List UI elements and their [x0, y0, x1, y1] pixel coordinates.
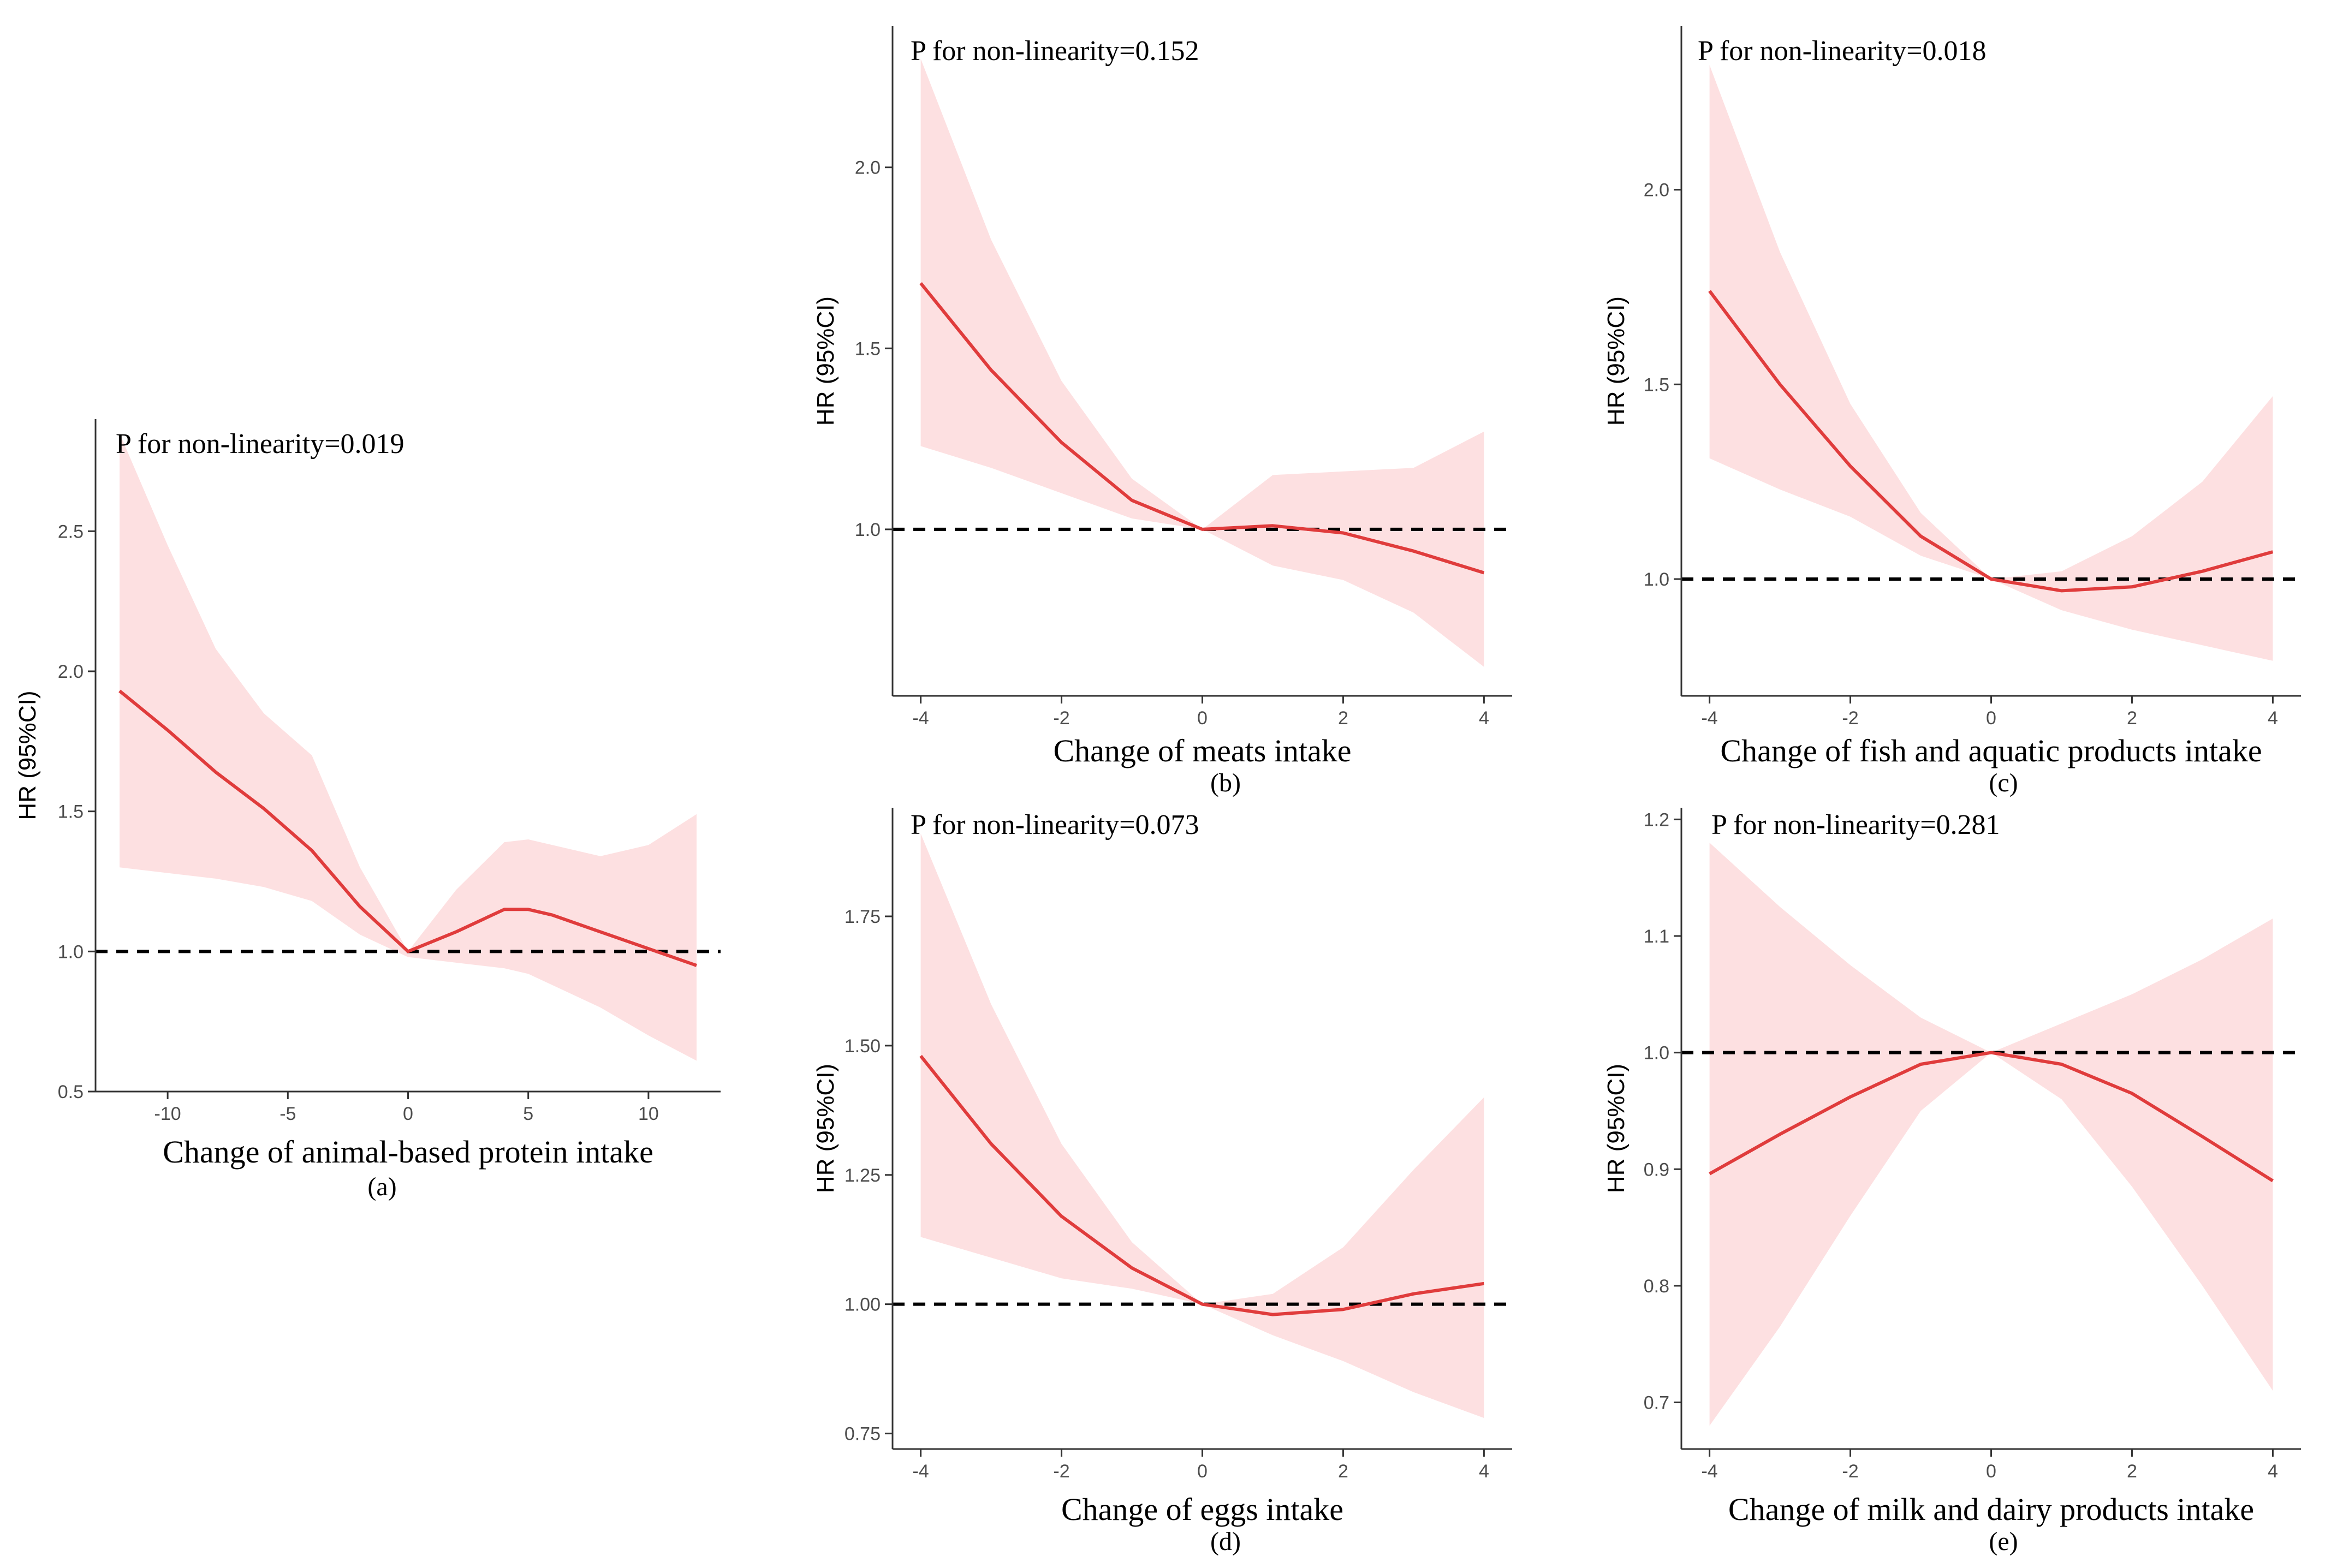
y-tick-label: 2.0	[58, 661, 84, 682]
y-tick-label: 0.5	[58, 1082, 84, 1102]
x-axis-title: Change of milk and dairy products intake	[1728, 1492, 2254, 1527]
y-tick-label: 1.0	[1644, 1043, 1669, 1064]
y-axis-title: HR (95%CI)	[1603, 296, 1630, 426]
x-tick-label: 5	[523, 1104, 533, 1124]
ci-band	[1709, 65, 2273, 661]
x-tick-label: -2	[1842, 708, 1858, 729]
x-axis-title: Change of animal-based protein intake	[163, 1134, 653, 1170]
y-axis-title: HR (95%CI)	[1603, 1064, 1630, 1193]
y-tick-label: 1.5	[1644, 374, 1669, 395]
y-tick-label: 1.00	[845, 1295, 881, 1315]
hr-curve	[919, 282, 1485, 575]
panel-d: -4 -2 0 2 4 0.75 1.00 1.25 1.50 1.75 HR (95%CI) P f…	[812, 808, 1512, 1556]
y-tick-label: 0.75	[845, 1424, 881, 1445]
x-tick-label: -4	[1701, 708, 1717, 729]
x-tick-label: 4	[1479, 1461, 1489, 1482]
panel-a: -10 -5 0 5 10 0.5 1.0 1.5 2.0 2.5 HR (95%CI) P for …	[14, 419, 721, 1201]
y-tick-label: 1.1	[1644, 926, 1669, 947]
panel-label: (d)	[1210, 1527, 1241, 1556]
x-axis-title: Change of eggs intake	[1061, 1492, 1343, 1527]
y-axis-title: HR (95%CI)	[14, 690, 41, 820]
x-tick-label: -2	[1842, 1461, 1858, 1482]
y-tick-label: 1.0	[58, 941, 84, 962]
x-tick-label: 4	[1479, 708, 1489, 729]
y-tick-label: 1.25	[845, 1165, 881, 1186]
x-tick-label: 0	[1986, 1461, 1996, 1482]
y-tick-label: 2.0	[1644, 180, 1669, 201]
panel-label: (e)	[1989, 1527, 2018, 1556]
non-linearity-annotation: P for non-linearity=0.019	[116, 428, 405, 460]
y-axis-title: HR (95%CI)	[812, 296, 839, 426]
panel-label: (b)	[1210, 768, 1241, 797]
y-tick-label: 1.0	[855, 520, 881, 540]
ci-band	[920, 58, 1484, 667]
x-axis-title: Change of fish and aquatic products inta…	[1720, 733, 2262, 768]
x-tick-label: -2	[1053, 1461, 1069, 1482]
non-linearity-annotation: P for non-linearity=0.018	[1698, 35, 1987, 67]
hr-curve	[118, 689, 697, 967]
y-tick-label: 0.7	[1644, 1393, 1669, 1414]
y-tick-label: 0.9	[1644, 1159, 1669, 1180]
x-tick-label: -4	[1701, 1461, 1717, 1482]
x-axis-title: Change of meats intake	[1054, 733, 1352, 768]
x-tick-label: 10	[638, 1104, 659, 1124]
y-tick-label: 2.5	[58, 521, 84, 542]
panel-label: (c)	[1989, 768, 2018, 797]
y-tick-label: 1.50	[845, 1036, 881, 1057]
x-tick-label: -2	[1053, 708, 1069, 729]
x-tick-label: -4	[912, 1461, 929, 1482]
x-tick-label: -4	[912, 708, 929, 729]
y-tick-label: 1.5	[855, 338, 881, 359]
x-tick-label: 2	[2127, 1461, 2137, 1482]
non-linearity-annotation: P for non-linearity=0.152	[911, 35, 1199, 67]
x-tick-label: 2	[1338, 1461, 1348, 1482]
x-tick-label: 2	[2127, 708, 2137, 729]
ci-band	[120, 433, 697, 1061]
x-tick-label: -10	[154, 1104, 181, 1124]
non-linearity-annotation: P for non-linearity=0.281	[1711, 809, 2000, 840]
x-tick-label: 4	[2268, 1461, 2278, 1482]
non-linearity-annotation: P for non-linearity=0.073	[911, 809, 1199, 840]
panel-label: (a)	[367, 1172, 396, 1201]
y-tick-label: 0.8	[1644, 1276, 1669, 1297]
x-tick-label: 0	[1197, 1461, 1208, 1482]
panel-c: -4 -2 0 2 4 1.0 1.5 2.0 HR (95%CI) P for non-line…	[1603, 26, 2301, 797]
x-tick-label: 2	[1338, 708, 1348, 729]
panel-b: -4 -2 0 2 4 1.0 1.5 2.0 HR (95%CI) P for non-line…	[812, 26, 1512, 797]
x-tick-label: 4	[2268, 708, 2278, 729]
y-tick-label: 1.0	[1644, 569, 1669, 590]
hr-curve	[1709, 1051, 2274, 1183]
x-tick-label: 0	[1986, 708, 1996, 729]
x-tick-label: 0	[403, 1104, 413, 1124]
ci-band	[1709, 843, 2273, 1426]
y-tick-label: 1.75	[845, 907, 881, 927]
y-tick-label: 2.0	[855, 158, 881, 178]
y-axis-title: HR (95%CI)	[812, 1064, 839, 1193]
panel-e: -4 -2 0 2 4 0.7 0.8 0.9 1.0 1.1 1.2 HR (95%CI) P for…	[1603, 808, 2301, 1556]
y-tick-label: 1.2	[1644, 809, 1669, 830]
y-tick-label: 1.5	[58, 802, 84, 822]
hr-curve	[919, 1054, 1484, 1316]
x-tick-label: 0	[1197, 708, 1208, 729]
ci-band	[920, 833, 1484, 1418]
x-tick-label: -5	[280, 1104, 296, 1124]
hr-curve	[1708, 290, 2274, 593]
